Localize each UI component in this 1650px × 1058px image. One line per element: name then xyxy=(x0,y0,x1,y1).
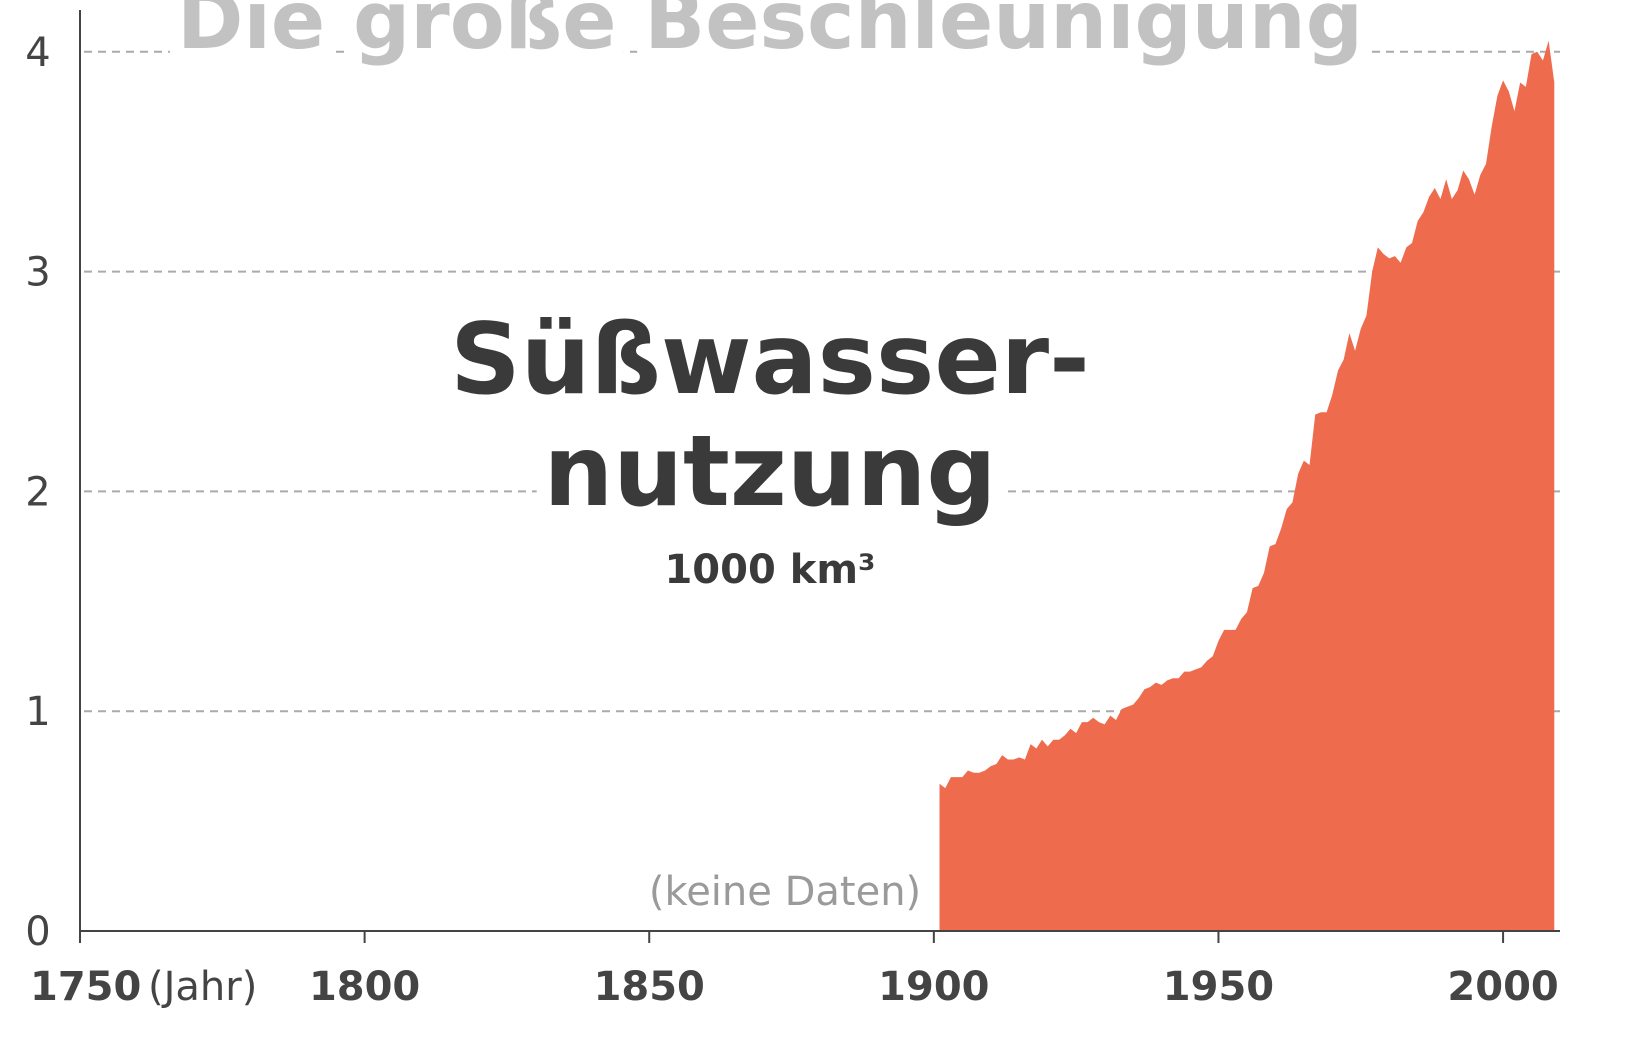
x-tick-label: 1850 xyxy=(594,964,705,1010)
grid xyxy=(84,50,1560,713)
y-tick-label: 1 xyxy=(25,689,50,735)
y-tick-label: 2 xyxy=(25,469,50,515)
area xyxy=(939,40,1555,932)
chart-title: Süßwasser- xyxy=(450,303,1090,417)
axes: 0 1 2 3 4 1750 (Jahr) 1800 1850 1900 1950 2000 xyxy=(25,10,1560,1010)
x-axis-label: (Jahr) xyxy=(148,964,257,1010)
x-tick-label: 1900 xyxy=(878,964,989,1010)
header: Die große Beschleunigung xyxy=(177,0,1363,67)
x-tick-label: 1800 xyxy=(309,964,420,1010)
y-tick-label: 4 xyxy=(25,30,50,76)
marks xyxy=(939,40,1555,932)
annotation: (keine Daten) xyxy=(649,869,921,915)
y-tick-label: 3 xyxy=(25,250,50,296)
y-tick-label: 0 xyxy=(25,909,50,955)
x-tick-label: 2000 xyxy=(1447,964,1558,1010)
x-tick-label: 1950 xyxy=(1163,964,1274,1010)
chart-title: nutzung xyxy=(543,415,996,529)
x-tick-label: 1750 xyxy=(30,964,141,1010)
subtitle: 1000 km³ xyxy=(664,547,875,593)
